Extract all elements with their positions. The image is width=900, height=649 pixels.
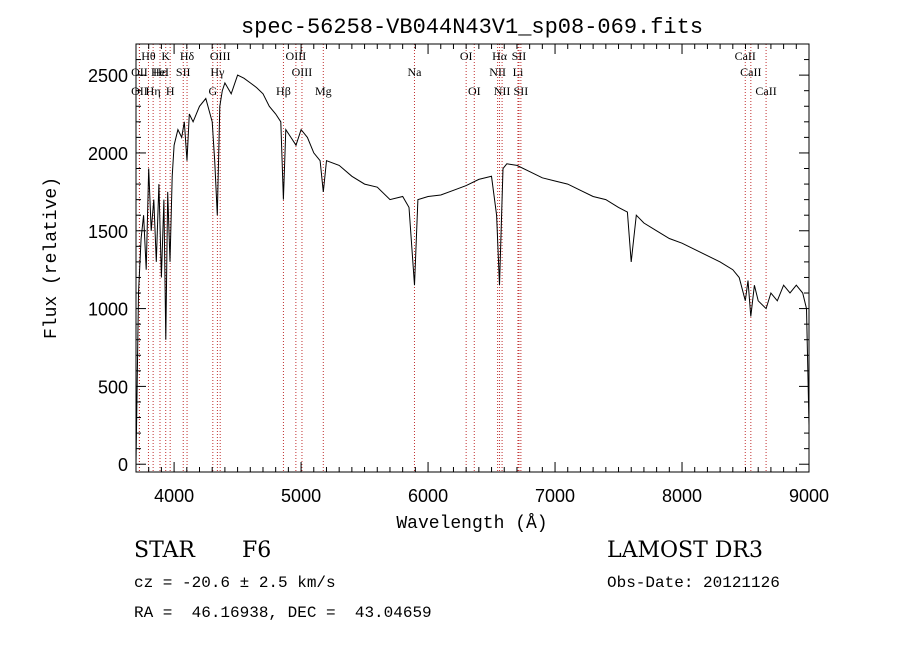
spectral-line-label: CaII [735, 49, 756, 63]
observation-date: Obs-Date: 20121126 [607, 574, 780, 592]
spectral-line-label: OI [460, 49, 473, 63]
redshift-cz: cz = -20.6 ± 2.5 km/s [134, 574, 336, 592]
x-tick-label: 6000 [408, 486, 448, 506]
spectral-line-label: OII [131, 65, 148, 79]
x-tick-label: 5000 [281, 486, 321, 506]
spectral-line-label: Na [407, 65, 422, 79]
spectral-line-label: Hθ [141, 49, 156, 63]
y-tick-label: 1000 [88, 300, 128, 320]
spectral-line-label: Hα [492, 49, 508, 63]
spectral-line-label: K [161, 49, 170, 63]
y-axis-label: Flux (relative) [42, 177, 62, 339]
spectral-line-label: H [166, 84, 175, 98]
spectral-line-label: SII [176, 65, 191, 79]
spectral-line-label: Hδ [180, 49, 195, 63]
spectral-line-label: NII [489, 65, 506, 79]
spectral-line-label: CaII [740, 65, 761, 79]
x-tick-label: 8000 [662, 486, 702, 506]
x-tick-label: 7000 [535, 486, 575, 506]
spectral-line-label: OIII [286, 49, 307, 63]
spectral-line-label: OI [468, 84, 481, 98]
spectral-line-label: CaII [755, 84, 776, 98]
spectrum-line [135, 74, 810, 465]
object-subclass: F6 [242, 538, 272, 563]
spectral-line-label: Hβ [276, 84, 291, 98]
chart-title: spec-56258-VB044N43V1_sp08-069.fits [241, 15, 703, 40]
survey-name: LAMOST DR3 [607, 538, 763, 563]
spectral-line-label: Hγ [210, 65, 225, 79]
spectral-line-label: G [208, 84, 217, 98]
y-tick-label: 2500 [88, 66, 128, 86]
spectral-line-label: Hη [146, 84, 161, 98]
spectral-line-label: OIII [210, 49, 231, 63]
spectral-line-label: SII [512, 49, 527, 63]
x-axis-label: Wavelength (Å) [396, 513, 547, 534]
object-class: STAR [134, 538, 195, 563]
coordinates: RA = 46.16938, DEC = 43.04659 [134, 604, 432, 622]
y-tick-label: 0 [118, 455, 128, 475]
spectral-line-label: NII [494, 84, 511, 98]
spectral-line-label: HeI [151, 65, 169, 79]
spectral-line-label: Li [513, 65, 524, 79]
x-tick-label: 4000 [154, 486, 194, 506]
spectral-line-label: Hε [153, 65, 167, 79]
x-tick-label: 9000 [789, 486, 829, 506]
plot-frame [135, 43, 810, 473]
y-tick-label: 2000 [88, 144, 128, 164]
y-tick-label: 500 [98, 377, 128, 397]
spectral-line-label: OIII [292, 65, 313, 79]
spectral-line-label: SII [514, 84, 529, 98]
spectral-line-label: Mg [315, 84, 332, 98]
y-tick-label: 1500 [88, 222, 128, 242]
